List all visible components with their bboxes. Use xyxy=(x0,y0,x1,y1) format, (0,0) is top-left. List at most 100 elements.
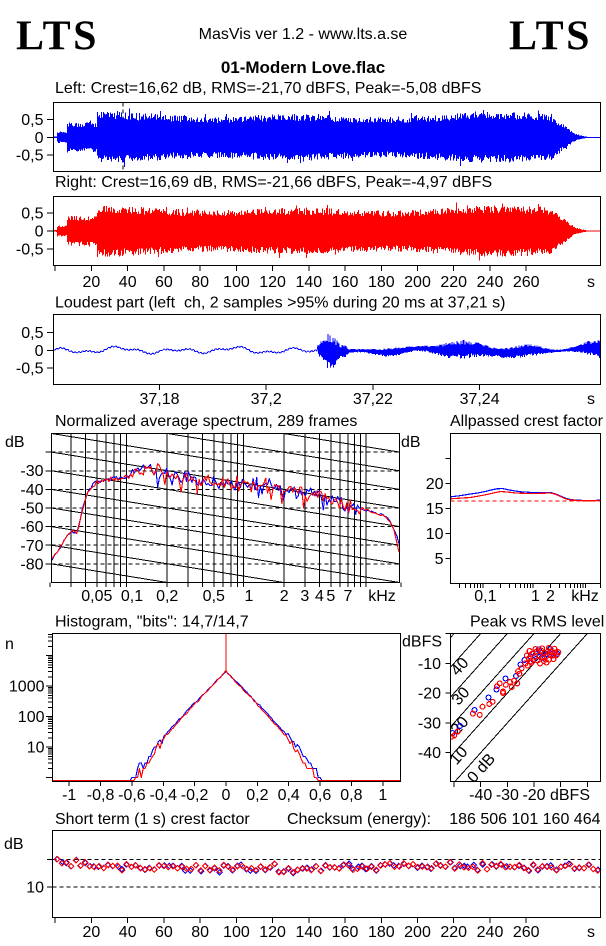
svg-text:37,18: 37,18 xyxy=(139,391,179,408)
svg-text:0,6: 0,6 xyxy=(309,787,331,804)
svg-text:220: 220 xyxy=(440,274,467,291)
svg-text:MasVis ver 1.2 - www.lts.a.se: MasVis ver 1.2 - www.lts.a.se xyxy=(199,26,408,43)
svg-text:37,22: 37,22 xyxy=(353,391,393,408)
svg-text:120: 120 xyxy=(259,924,286,941)
svg-text:n: n xyxy=(5,636,14,653)
svg-text:1: 1 xyxy=(531,588,540,605)
svg-text:0,5: 0,5 xyxy=(21,325,43,342)
svg-text:0: 0 xyxy=(35,130,44,147)
svg-text:100: 100 xyxy=(223,924,250,941)
svg-text:0,2: 0,2 xyxy=(156,588,178,605)
svg-text:-0,8: -0,8 xyxy=(87,787,115,804)
svg-text:3: 3 xyxy=(300,588,309,605)
svg-text:-0,5: -0,5 xyxy=(16,361,44,378)
svg-text:100: 100 xyxy=(223,274,250,291)
svg-text:-40: -40 xyxy=(469,787,492,804)
svg-text:-0,4: -0,4 xyxy=(150,787,178,804)
svg-text:40: 40 xyxy=(119,274,137,291)
svg-text:240: 240 xyxy=(477,274,504,291)
svg-text:Histogram, "bits": 14,7/14,7: Histogram, "bits": 14,7/14,7 xyxy=(55,614,249,631)
svg-text:0: 0 xyxy=(222,787,231,804)
svg-text:140: 140 xyxy=(295,274,322,291)
svg-text:15: 15 xyxy=(426,501,444,518)
svg-text:-20: -20 xyxy=(418,686,441,703)
svg-text:dB: dB xyxy=(5,434,25,451)
svg-text:10: 10 xyxy=(26,880,44,897)
svg-text:LTS: LTS xyxy=(509,14,592,60)
svg-text:-40: -40 xyxy=(418,745,441,762)
svg-text:1: 1 xyxy=(245,588,254,605)
svg-text:260: 260 xyxy=(513,274,540,291)
svg-text:-30: -30 xyxy=(418,715,441,732)
svg-text:0,8: 0,8 xyxy=(340,787,362,804)
svg-text:220: 220 xyxy=(440,924,467,941)
svg-text:100: 100 xyxy=(18,709,45,726)
svg-text:-80: -80 xyxy=(20,556,43,573)
svg-text:dB: dB xyxy=(4,836,24,853)
svg-text:0,5: 0,5 xyxy=(21,206,43,223)
svg-text:-0,2: -0,2 xyxy=(181,787,209,804)
svg-text:80: 80 xyxy=(191,274,209,291)
svg-text:Short term (1 s) crest factor: Short term (1 s) crest factor xyxy=(55,811,250,828)
svg-text:240: 240 xyxy=(477,924,504,941)
svg-text:-0,5: -0,5 xyxy=(16,148,44,165)
svg-text:40: 40 xyxy=(119,924,137,941)
svg-text:60: 60 xyxy=(155,274,173,291)
svg-text:5: 5 xyxy=(435,551,444,568)
svg-text:-30: -30 xyxy=(20,463,43,480)
svg-text:2: 2 xyxy=(280,588,289,605)
svg-text:dB: dB xyxy=(401,434,421,451)
svg-text:0,5: 0,5 xyxy=(21,112,43,129)
svg-text:0,05: 0,05 xyxy=(81,588,112,605)
svg-text:-1: -1 xyxy=(62,787,76,804)
svg-text:Checksum (energy):: Checksum (energy): xyxy=(287,811,431,828)
svg-text:20: 20 xyxy=(83,274,101,291)
svg-text:10: 10 xyxy=(27,740,45,757)
svg-text:200: 200 xyxy=(404,924,431,941)
svg-text:-60: -60 xyxy=(20,519,43,536)
svg-text:80: 80 xyxy=(191,924,209,941)
svg-text:-70: -70 xyxy=(20,538,43,555)
svg-text:37,2: 37,2 xyxy=(251,391,282,408)
svg-text:s: s xyxy=(587,924,595,941)
svg-text:Loudest part (left ch, 2 samp: Loudest part (left ch, 2 samples >95% du… xyxy=(55,295,505,312)
svg-text:0,1: 0,1 xyxy=(474,588,496,605)
svg-text:0,2: 0,2 xyxy=(246,787,268,804)
svg-text:2: 2 xyxy=(546,588,555,605)
svg-text:-50: -50 xyxy=(20,501,43,518)
svg-text:s: s xyxy=(587,274,595,291)
svg-text:7: 7 xyxy=(343,588,352,605)
svg-text:60: 60 xyxy=(155,924,173,941)
svg-text:120: 120 xyxy=(259,274,286,291)
svg-text:Peak vs RMS level: Peak vs RMS level xyxy=(470,614,604,631)
svg-text:-20: -20 xyxy=(522,787,545,804)
svg-text:-30: -30 xyxy=(496,787,519,804)
svg-text:-0,6: -0,6 xyxy=(118,787,146,804)
svg-text:0,5: 0,5 xyxy=(203,588,225,605)
svg-text:4: 4 xyxy=(315,588,324,605)
svg-text:dBFS: dBFS xyxy=(550,787,590,804)
svg-text:Allpassed crest factor: Allpassed crest factor xyxy=(450,413,604,430)
svg-text:0: 0 xyxy=(35,224,44,241)
svg-text:-0,5: -0,5 xyxy=(16,241,44,258)
svg-text:160: 160 xyxy=(332,274,359,291)
svg-text:LTS: LTS xyxy=(16,14,99,60)
svg-text:140: 140 xyxy=(295,924,322,941)
svg-text:kHz: kHz xyxy=(571,588,599,605)
svg-text:260: 260 xyxy=(513,924,540,941)
svg-text:180: 180 xyxy=(368,274,395,291)
svg-text:20: 20 xyxy=(426,476,444,493)
svg-text:10: 10 xyxy=(426,526,444,543)
svg-text:01-Modern Love.flac: 01-Modern Love.flac xyxy=(221,58,385,77)
svg-text:kHz: kHz xyxy=(368,588,396,605)
svg-text:180: 180 xyxy=(368,924,395,941)
svg-text:160: 160 xyxy=(332,924,359,941)
svg-text:5: 5 xyxy=(326,588,335,605)
svg-text:-40: -40 xyxy=(20,482,43,499)
svg-text:-10: -10 xyxy=(418,656,441,673)
svg-text:37,24: 37,24 xyxy=(460,391,500,408)
svg-text:Left: Crest=16,62 dB, RMS=-21,: Left: Crest=16,62 dB, RMS=-21,70 dBFS, P… xyxy=(55,80,481,97)
svg-text:1000: 1000 xyxy=(9,679,45,696)
svg-text:1: 1 xyxy=(378,787,387,804)
svg-text:Right: Crest=16,69 dB, RMS=-21: Right: Crest=16,69 dB, RMS=-21,66 dBFS, … xyxy=(55,174,492,191)
